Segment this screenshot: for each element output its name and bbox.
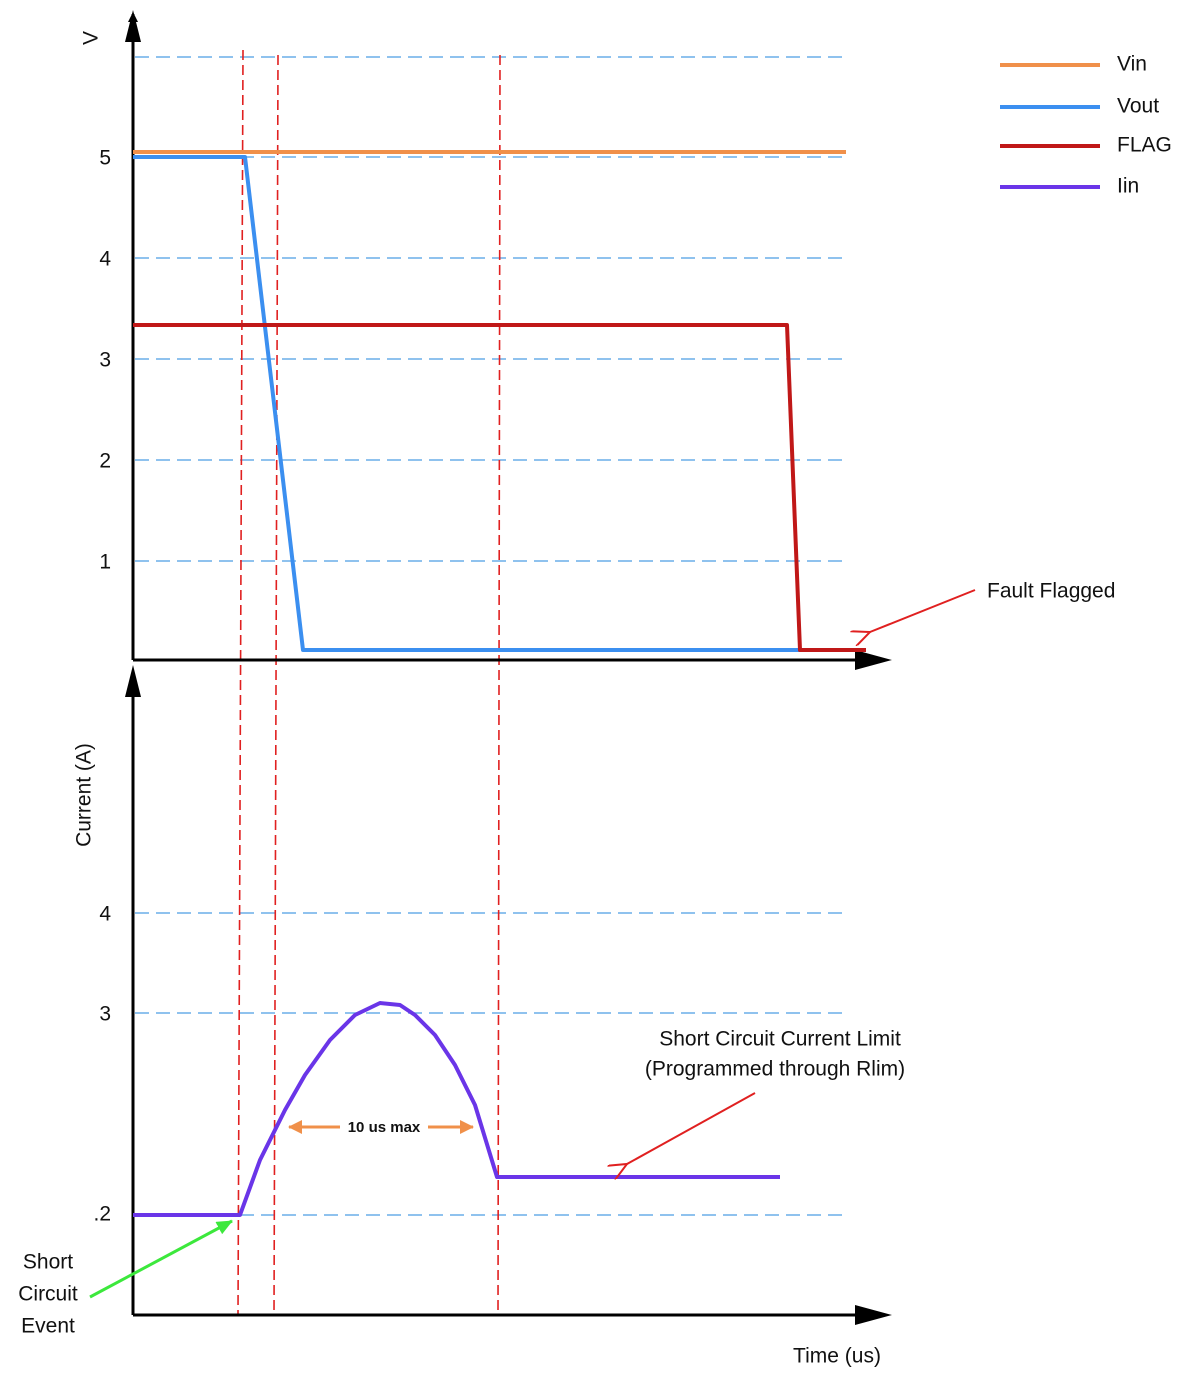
event-annotation: Event [21, 1315, 75, 1338]
legend-label: Iin [1117, 175, 1139, 198]
current-axis-label: Current (A) [73, 743, 96, 847]
limit-annotation: Short Circuit Current Limit [659, 1028, 901, 1051]
flag-trace [133, 323, 866, 652]
event-annotation: Short [23, 1251, 73, 1274]
tick-label: 3 [99, 1003, 111, 1026]
tick-label: 4 [99, 903, 111, 926]
time-axis-label: Time (us) [793, 1345, 881, 1368]
v-axis-label: V [80, 31, 103, 45]
upper-ticks: 5 4 3 2 1 [99, 147, 111, 574]
time-markers [237, 49, 501, 1316]
fault-annotation: Fault Flagged [987, 580, 1115, 603]
upper-grid [135, 56, 845, 562]
duration-annotation: 10 us max [348, 1119, 421, 1136]
vout-trace [133, 155, 800, 652]
legend-label: Vin [1117, 53, 1147, 76]
legend-label: FLAG [1117, 134, 1172, 157]
tick-label: 2 [99, 450, 111, 473]
legend-label: Vout [1117, 95, 1159, 118]
tick-label: 1 [99, 551, 111, 574]
tick-label: 4 [99, 248, 111, 271]
axes [125, 10, 892, 1325]
legend: Vin Vout FLAG Iin [1000, 53, 1172, 198]
tick-label: 5 [99, 147, 111, 170]
lower-grid [135, 912, 845, 1216]
traces [133, 150, 866, 1217]
tick-label: .2 [93, 1203, 111, 1226]
tick-label: 3 [99, 349, 111, 372]
limit-annotation: (Programmed through Rlim) [645, 1058, 905, 1081]
arrows [89, 589, 976, 1299]
event-annotation: Circuit [18, 1283, 78, 1306]
iin-trace [133, 1001, 780, 1217]
